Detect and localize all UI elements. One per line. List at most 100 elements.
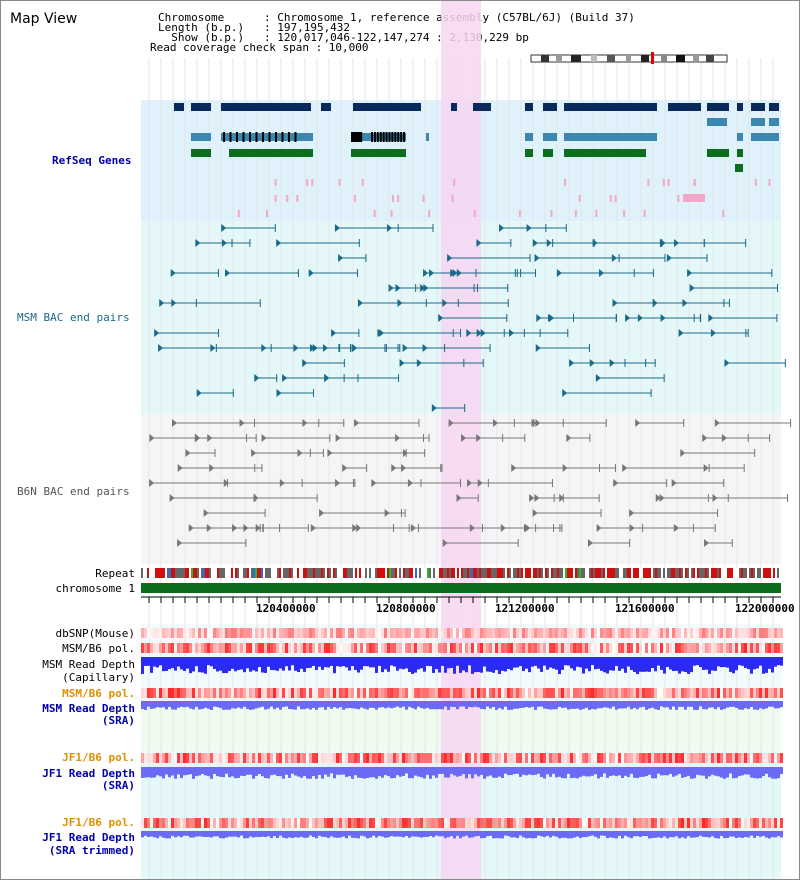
repeat-element — [257, 568, 259, 578]
read-depth-bar — [330, 657, 333, 666]
pol-density-cell — [453, 628, 456, 638]
read-depth-bar — [315, 767, 318, 779]
b6n-bac-pair-end — [353, 479, 355, 487]
pol-density-cell — [345, 688, 348, 698]
pol-density-cell — [693, 818, 696, 828]
b6n-bac-pair-end — [169, 494, 175, 502]
gene-minor-feature — [609, 195, 612, 202]
pol-density-cell — [471, 643, 474, 653]
pol-density-cell — [645, 753, 648, 763]
pol-density-cell — [534, 818, 537, 828]
read-depth-bar — [180, 701, 183, 707]
pol-density-cell — [597, 643, 600, 653]
read-depth-bar — [720, 831, 723, 836]
b6n-bac-pair-end — [316, 494, 318, 502]
pol-density-cell — [567, 753, 570, 763]
repeat-element — [763, 568, 765, 578]
msm-bac-pair-end — [526, 224, 532, 232]
b6n-bac-pair-end — [477, 494, 479, 502]
b6n-bac-pair-end — [614, 464, 616, 472]
gene-block — [351, 149, 406, 157]
b6n-bac-pair-end — [532, 509, 538, 517]
pol-density-cell — [195, 628, 198, 638]
pol-density-cell — [231, 688, 234, 698]
read-depth-bar — [420, 701, 423, 709]
pol-density-cell — [687, 753, 690, 763]
pol-density-cell — [477, 628, 480, 638]
read-depth-bar — [489, 701, 492, 709]
pol-density-cell — [582, 688, 585, 698]
read-depth-bar — [468, 831, 471, 838]
pol-density-cell — [435, 628, 438, 638]
pol-density-cell — [168, 818, 171, 828]
read-depth-bar — [714, 831, 717, 839]
read-depth-bar — [348, 831, 351, 836]
read-depth-bar — [483, 767, 486, 779]
read-depth-bar — [561, 767, 564, 779]
repeat-element — [295, 568, 297, 578]
pol-density-cell — [255, 628, 258, 638]
pol-density-cell — [609, 818, 612, 828]
read-depth-bar — [570, 701, 573, 709]
pol-density-cell — [522, 628, 525, 638]
pol-density-cell — [732, 818, 735, 828]
pol-density-cell — [654, 688, 657, 698]
read-depth-bar — [171, 657, 174, 669]
msm-bac-end-pairs-label: MSM BAC end pairs — [17, 311, 130, 324]
b6n-bac-pair-end — [405, 449, 407, 457]
read-depth-bar — [282, 767, 285, 779]
pol-density-cell — [441, 628, 444, 638]
read-depth-bar — [534, 831, 537, 839]
pol-density-cell — [741, 818, 744, 828]
pol-density-cell — [357, 643, 360, 653]
pol-density-cell — [531, 688, 534, 698]
read-depth-bar — [237, 657, 240, 670]
pol-density-cell — [336, 818, 339, 828]
pol-density-cell — [186, 643, 189, 653]
pol-density-cell — [291, 818, 294, 828]
read-depth-bar — [600, 767, 603, 777]
read-depth-bar — [495, 767, 498, 778]
repeat-element — [373, 568, 375, 578]
pol-density-cell — [597, 628, 600, 638]
pol-density-cell — [270, 643, 273, 653]
b6n-bac-pair-end — [188, 524, 194, 532]
read-depth-bar — [360, 701, 363, 708]
read-depth-bar — [366, 831, 369, 839]
read-depth-bar — [348, 767, 351, 777]
pol-density-cell — [600, 628, 603, 638]
msm-bac-pair-end — [282, 374, 288, 382]
read-depth-bar — [639, 657, 642, 672]
read-depth-bar — [315, 831, 318, 839]
read-depth-bar — [558, 657, 561, 675]
pol-density-cell — [672, 753, 675, 763]
read-depth-bar — [228, 657, 231, 672]
pol-density-cell — [753, 628, 756, 638]
msm-bac-pair-end — [395, 284, 401, 292]
read-depth-bar — [300, 657, 303, 669]
repeat-element — [549, 568, 551, 578]
read-depth-bar — [351, 701, 354, 709]
read-depth-bar — [435, 657, 438, 670]
repeat-element — [409, 568, 411, 578]
pol-density-cell — [651, 753, 654, 763]
gene-block — [221, 133, 313, 141]
repeat-element — [261, 568, 263, 578]
pol-density-cell — [459, 643, 462, 653]
read-depth-bar — [183, 831, 186, 836]
msm-bac-pair-end — [664, 254, 666, 262]
pol-density-cell — [162, 643, 165, 653]
read-depth-bar — [765, 657, 768, 673]
gene-minor-feature — [473, 210, 476, 217]
read-depth-bar — [258, 657, 261, 668]
pol-density-cell — [648, 818, 651, 828]
pol-density-cell — [483, 643, 486, 653]
pol-density-cell — [159, 753, 162, 763]
read-depth-bar — [693, 831, 696, 838]
repeat-element — [565, 568, 567, 578]
repeat-element — [195, 568, 197, 578]
pol-density-cell — [681, 818, 684, 828]
pol-density-cell — [222, 688, 225, 698]
pol-density-cell — [240, 643, 243, 653]
